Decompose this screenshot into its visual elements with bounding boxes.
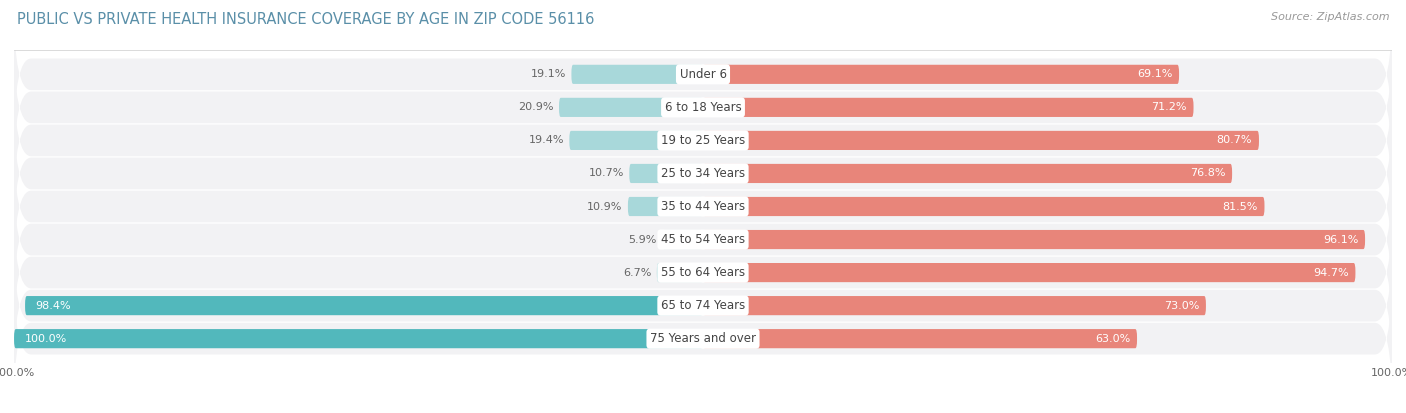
Text: 55 to 64 Years: 55 to 64 Years	[661, 266, 745, 279]
Text: 73.0%: 73.0%	[1164, 301, 1199, 311]
Text: Source: ZipAtlas.com: Source: ZipAtlas.com	[1271, 12, 1389, 22]
Text: 45 to 54 Years: 45 to 54 Years	[661, 233, 745, 246]
Text: 6 to 18 Years: 6 to 18 Years	[665, 101, 741, 114]
Text: 81.5%: 81.5%	[1222, 202, 1257, 211]
FancyBboxPatch shape	[14, 173, 1392, 306]
FancyBboxPatch shape	[703, 131, 1258, 150]
FancyBboxPatch shape	[14, 329, 703, 348]
FancyBboxPatch shape	[703, 329, 1137, 348]
Text: 25 to 34 Years: 25 to 34 Years	[661, 167, 745, 180]
FancyBboxPatch shape	[657, 263, 703, 282]
FancyBboxPatch shape	[703, 296, 1206, 315]
Text: 65 to 74 Years: 65 to 74 Years	[661, 299, 745, 312]
FancyBboxPatch shape	[14, 107, 1392, 240]
FancyBboxPatch shape	[14, 206, 1392, 339]
Text: 20.9%: 20.9%	[517, 102, 554, 112]
Text: Under 6: Under 6	[679, 68, 727, 81]
Text: 76.8%: 76.8%	[1189, 169, 1225, 178]
Text: 69.1%: 69.1%	[1137, 69, 1173, 79]
FancyBboxPatch shape	[662, 230, 703, 249]
FancyBboxPatch shape	[560, 98, 703, 117]
Text: 19.4%: 19.4%	[529, 135, 564, 145]
FancyBboxPatch shape	[14, 7, 1392, 141]
FancyBboxPatch shape	[703, 164, 1232, 183]
FancyBboxPatch shape	[571, 65, 703, 84]
FancyBboxPatch shape	[703, 98, 1194, 117]
FancyBboxPatch shape	[703, 230, 1365, 249]
Text: 94.7%: 94.7%	[1313, 268, 1348, 278]
Text: 98.4%: 98.4%	[35, 301, 72, 311]
Text: 6.7%: 6.7%	[623, 268, 651, 278]
FancyBboxPatch shape	[703, 263, 1355, 282]
Text: 5.9%: 5.9%	[628, 235, 657, 244]
Text: 75 Years and over: 75 Years and over	[650, 332, 756, 345]
FancyBboxPatch shape	[14, 74, 1392, 207]
FancyBboxPatch shape	[703, 197, 1264, 216]
Text: 80.7%: 80.7%	[1216, 135, 1253, 145]
Text: 63.0%: 63.0%	[1095, 334, 1130, 344]
FancyBboxPatch shape	[630, 164, 703, 183]
Text: 100.0%: 100.0%	[24, 334, 66, 344]
FancyBboxPatch shape	[14, 140, 1392, 273]
FancyBboxPatch shape	[14, 239, 1392, 373]
FancyBboxPatch shape	[14, 40, 1392, 174]
Text: 10.9%: 10.9%	[588, 202, 623, 211]
Text: 35 to 44 Years: 35 to 44 Years	[661, 200, 745, 213]
Text: 71.2%: 71.2%	[1152, 102, 1187, 112]
FancyBboxPatch shape	[25, 296, 703, 315]
FancyBboxPatch shape	[14, 272, 1392, 406]
FancyBboxPatch shape	[628, 197, 703, 216]
Text: 96.1%: 96.1%	[1323, 235, 1358, 244]
Text: 10.7%: 10.7%	[588, 169, 624, 178]
FancyBboxPatch shape	[703, 65, 1180, 84]
Text: 19 to 25 Years: 19 to 25 Years	[661, 134, 745, 147]
FancyBboxPatch shape	[569, 131, 703, 150]
Text: PUBLIC VS PRIVATE HEALTH INSURANCE COVERAGE BY AGE IN ZIP CODE 56116: PUBLIC VS PRIVATE HEALTH INSURANCE COVER…	[17, 12, 595, 27]
Text: 19.1%: 19.1%	[530, 69, 565, 79]
